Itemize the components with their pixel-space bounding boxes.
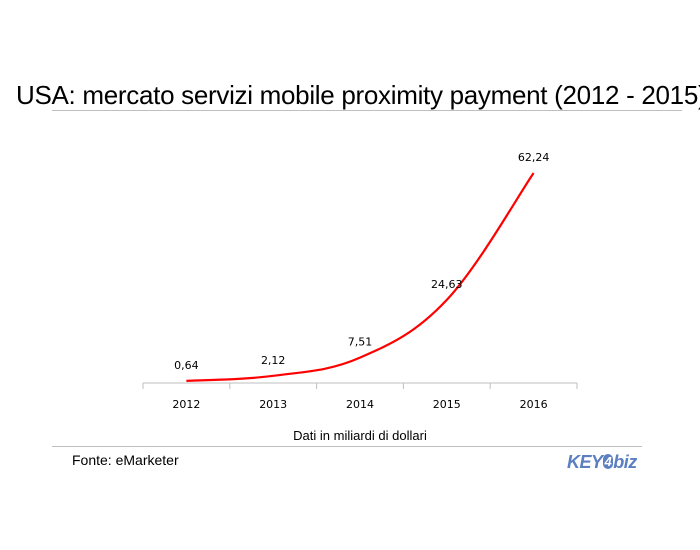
data-label-2015: 24,63 — [431, 278, 463, 291]
data-label-2013: 2,12 — [261, 354, 286, 367]
chart-title: USA: mercato servizi mobile proximity pa… — [16, 80, 700, 110]
title-divider — [52, 110, 682, 111]
logo-four-badge: 4 — [602, 454, 614, 469]
logo-key-text: KEY — [567, 452, 603, 472]
x-tick-label-2016: 2016 — [520, 398, 548, 411]
x-axis: 2012 2013 2014 2015 2016 — [142, 382, 578, 411]
x-tick-label-2015: 2015 — [433, 398, 461, 411]
data-label-2016: 62,24 — [518, 151, 550, 164]
series-layer — [186, 172, 535, 382]
x-tick-label-2012: 2012 — [172, 398, 200, 411]
x-axis-title: Dati in miliardi di dollari — [293, 428, 427, 443]
x-tick-label-2013: 2013 — [259, 398, 287, 411]
data-label-2012: 0,64 — [174, 359, 199, 372]
series-line — [186, 172, 535, 382]
logo-biz-text: biz — [613, 452, 637, 472]
keybiz-logo: KEY 4 biz — [567, 452, 637, 473]
footer-divider — [52, 446, 642, 447]
data-labels: 0,64 2,12 7,51 24,63 62,24 — [174, 151, 549, 372]
data-label-2014: 7,51 — [348, 336, 373, 349]
x-tick-label-2014: 2014 — [346, 398, 374, 411]
source-note: Fonte: eMarketer — [72, 452, 179, 468]
